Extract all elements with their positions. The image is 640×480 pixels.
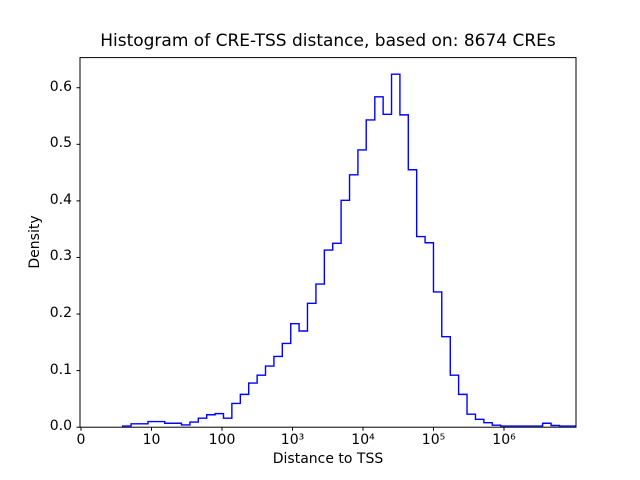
x-axis-label: Distance to TSS bbox=[272, 451, 384, 467]
y-tick-label: 0.6 bbox=[49, 78, 72, 95]
x-tick-label: 10⁵ bbox=[421, 432, 446, 448]
tick-marks bbox=[76, 87, 505, 431]
y-tick-label: 0.1 bbox=[49, 361, 72, 378]
y-tick-label: 0.0 bbox=[49, 418, 72, 435]
histogram-step-line bbox=[121, 73, 576, 428]
x-tick-label: 10³ bbox=[280, 432, 305, 448]
y-tick-label: 0.3 bbox=[49, 248, 72, 265]
y-tick-label: 0.2 bbox=[49, 305, 72, 322]
y-tick-label: 0.4 bbox=[49, 191, 72, 208]
x-tick-label: 100 bbox=[208, 432, 236, 448]
y-tick-label: 0.5 bbox=[49, 135, 72, 152]
x-tick-label: 10⁶ bbox=[492, 432, 516, 448]
plot-border bbox=[79, 57, 577, 428]
x-tick-label: 0 bbox=[76, 432, 86, 448]
x-tick-label: 10⁴ bbox=[351, 432, 375, 448]
chart-title: Histogram of CRE-TSS distance, based on:… bbox=[100, 31, 556, 51]
x-tick-label: 10 bbox=[142, 432, 161, 448]
